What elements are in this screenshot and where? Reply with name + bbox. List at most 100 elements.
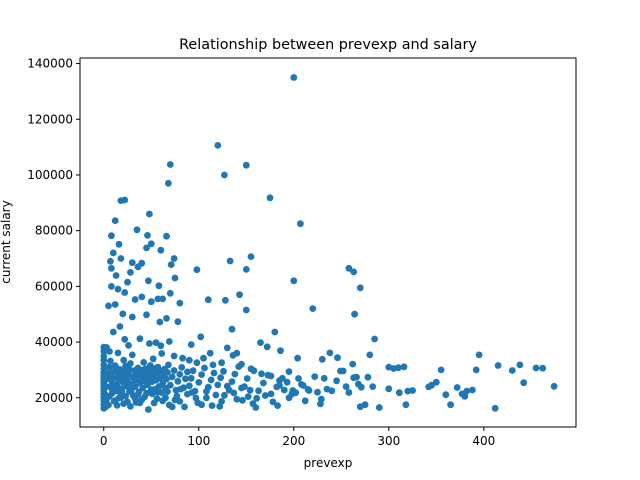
data-point xyxy=(266,194,274,202)
data-point xyxy=(109,249,117,257)
data-point xyxy=(145,277,152,285)
data-point xyxy=(134,391,142,398)
data-point xyxy=(173,392,181,400)
data-point xyxy=(184,368,191,376)
data-point xyxy=(143,311,150,319)
data-point xyxy=(107,257,114,265)
data-point xyxy=(203,388,210,395)
data-point xyxy=(113,381,121,389)
data-point xyxy=(188,389,196,396)
x-axis-label: prevexp xyxy=(304,456,353,470)
data-point xyxy=(261,392,269,399)
y-tick-label: 140000 xyxy=(27,57,73,71)
data-point xyxy=(550,382,558,390)
data-point xyxy=(366,351,374,359)
data-point xyxy=(126,360,134,367)
data-point xyxy=(442,391,450,399)
data-point xyxy=(111,362,119,370)
data-point xyxy=(371,335,378,343)
data-point xyxy=(214,381,222,389)
data-point xyxy=(164,388,171,395)
data-point xyxy=(124,278,131,286)
data-point xyxy=(121,289,129,296)
data-point xyxy=(311,373,319,380)
data-point xyxy=(112,272,120,279)
x-tick-label: 300 xyxy=(377,434,400,448)
data-point xyxy=(290,74,298,81)
data-point xyxy=(149,355,157,363)
data-point xyxy=(267,390,275,398)
data-point xyxy=(128,313,136,321)
data-point xyxy=(115,394,123,402)
data-point xyxy=(283,378,291,386)
data-point xyxy=(163,232,170,240)
data-point xyxy=(244,393,252,400)
data-point xyxy=(170,255,178,262)
data-point xyxy=(508,367,516,374)
data-point xyxy=(350,268,358,276)
data-point xyxy=(279,374,286,382)
data-point xyxy=(105,302,112,310)
x-axis-ticks: 0 100 200 300 400 xyxy=(100,427,495,448)
chart-title: Relationship between prevexp and salary xyxy=(179,37,477,53)
data-point xyxy=(425,383,433,391)
data-point xyxy=(385,385,393,393)
data-point xyxy=(115,240,123,248)
data-point xyxy=(181,403,188,411)
data-point xyxy=(165,179,172,187)
data-point xyxy=(105,369,112,377)
data-point xyxy=(166,161,174,168)
points-layer xyxy=(100,74,558,413)
data-point xyxy=(356,284,364,292)
data-point xyxy=(345,389,353,396)
data-point xyxy=(305,387,313,394)
data-point xyxy=(107,357,114,365)
data-point xyxy=(116,323,124,330)
data-point xyxy=(136,335,144,343)
data-point xyxy=(280,386,288,394)
data-point xyxy=(119,310,127,318)
data-point xyxy=(339,367,347,375)
data-point xyxy=(301,397,309,405)
data-point xyxy=(163,315,170,322)
data-point xyxy=(187,374,195,382)
data-point xyxy=(126,269,134,276)
data-point xyxy=(148,390,156,398)
y-axis-label: current salary xyxy=(0,200,13,283)
data-point xyxy=(463,387,471,395)
data-point xyxy=(432,378,440,386)
data-point xyxy=(209,361,217,369)
data-point xyxy=(108,283,115,290)
data-point xyxy=(220,367,227,375)
data-point xyxy=(242,306,250,314)
data-point xyxy=(285,368,293,375)
data-point xyxy=(269,398,277,406)
data-point xyxy=(157,246,165,254)
data-point xyxy=(100,361,108,369)
data-point xyxy=(177,385,185,393)
data-point xyxy=(163,375,170,383)
data-point xyxy=(218,359,226,367)
data-point xyxy=(166,381,174,389)
data-point xyxy=(246,386,254,394)
data-point xyxy=(201,364,208,372)
data-point xyxy=(179,354,187,362)
data-point xyxy=(170,352,178,360)
data-point xyxy=(159,295,167,303)
data-point xyxy=(121,196,129,204)
data-point xyxy=(198,371,206,378)
y-tick-label: 60000 xyxy=(35,279,73,293)
data-point xyxy=(353,373,360,381)
data-point xyxy=(159,397,167,405)
data-point xyxy=(174,377,182,385)
data-point xyxy=(221,171,228,179)
data-point xyxy=(114,349,122,357)
data-point xyxy=(150,399,158,407)
data-point xyxy=(355,380,362,388)
data-point xyxy=(110,397,118,405)
data-point xyxy=(469,386,476,394)
data-point xyxy=(264,371,272,379)
data-point xyxy=(178,364,186,371)
data-point xyxy=(271,328,279,336)
data-point xyxy=(203,394,210,402)
